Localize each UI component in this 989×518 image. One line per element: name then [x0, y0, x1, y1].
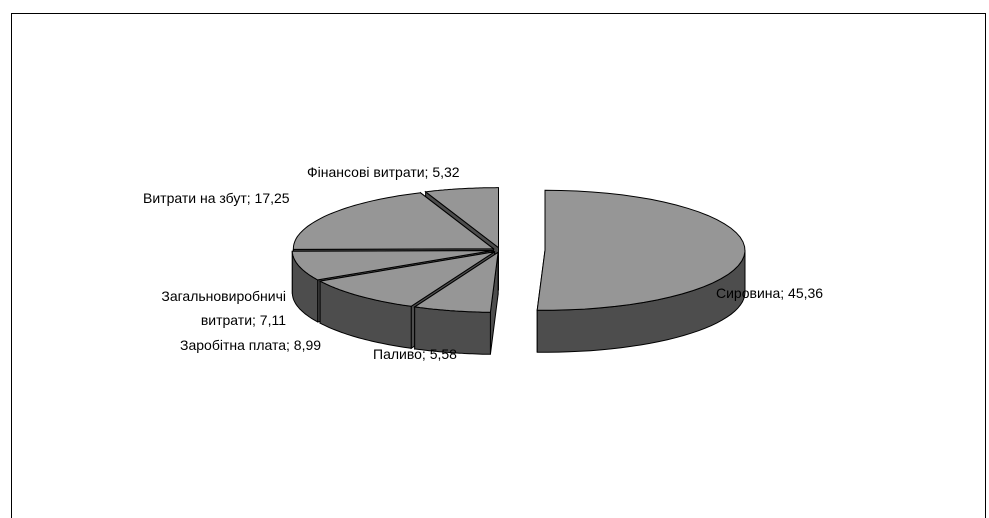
data-label-4: Витрати на збут; 17,25 [143, 190, 290, 206]
data-label-0: Сировина; 45,36 [716, 285, 823, 301]
pie-slice-5 [424, 187, 499, 249]
data-label-2: Заробітна плата; 8,99 [180, 337, 321, 353]
data-label-1: Паливо; 5,58 [373, 346, 457, 362]
data-label-3: Загальновиробничі витрати; 7,11 [161, 288, 286, 328]
data-label-5: Фінансові витрати; 5,32 [307, 164, 460, 180]
pie-slice-2 [318, 251, 495, 307]
pie-slice-0 [536, 189, 746, 311]
pie-slice-3 [291, 250, 493, 281]
pie-slice-4 [292, 192, 495, 250]
pie-slice-1 [413, 251, 499, 313]
